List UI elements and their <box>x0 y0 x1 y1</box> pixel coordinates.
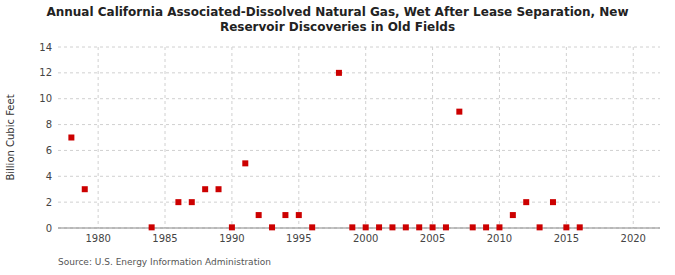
chart: Annual California Associated-Dissolved N… <box>0 0 675 275</box>
x-tick-label: 2010 <box>487 233 512 244</box>
point <box>229 224 235 230</box>
x-grid-line <box>499 47 500 228</box>
point <box>376 224 382 230</box>
y-grid-line <box>58 228 660 229</box>
point <box>483 224 489 230</box>
point <box>403 224 409 230</box>
title-line: Annual California Associated-Dissolved N… <box>46 5 628 19</box>
x-tick-label: 1980 <box>85 233 110 244</box>
point <box>336 70 342 76</box>
point <box>202 186 208 192</box>
y-grid-line <box>58 47 660 48</box>
point <box>456 109 462 115</box>
x-tick-label: 1990 <box>219 233 244 244</box>
x-tick-label: 1995 <box>286 233 311 244</box>
y-grid-line <box>58 176 660 177</box>
y-grid-line <box>58 98 660 99</box>
x-grid-line <box>231 47 232 228</box>
point <box>496 224 502 230</box>
x-tick-label: 2015 <box>554 233 579 244</box>
x-grid-line <box>432 47 433 228</box>
x-grid-line <box>98 47 99 228</box>
y-axis-label: Billion Cubic Feet <box>5 94 16 180</box>
y-tick-label: 0 <box>46 223 52 234</box>
point <box>537 224 543 230</box>
point <box>523 199 529 205</box>
page: {"chart_data": {"type": "scatter", "titl… <box>0 0 675 275</box>
point <box>68 135 74 141</box>
x-grid-line <box>365 47 366 228</box>
point <box>189 199 195 205</box>
y-grid-line <box>58 150 660 151</box>
y-tick-label: 12 <box>39 67 52 78</box>
point <box>563 224 569 230</box>
x-tick-label: 1985 <box>152 233 177 244</box>
x-tick-label: 2000 <box>353 233 378 244</box>
y-tick-label: 10 <box>39 93 52 104</box>
y-tick-label: 6 <box>46 145 52 156</box>
point <box>577 224 583 230</box>
points <box>68 70 582 230</box>
x-tick-label: 2020 <box>621 233 646 244</box>
x-grid-line <box>566 47 567 228</box>
point <box>296 212 302 218</box>
point <box>430 224 436 230</box>
point <box>216 186 222 192</box>
y-grid-line <box>58 72 660 73</box>
point <box>149 224 155 230</box>
point <box>269 224 275 230</box>
point <box>443 224 449 230</box>
point <box>282 212 288 218</box>
title-line: Reservoir Discoveries in Old Fields <box>220 20 455 34</box>
x-grid-line <box>165 47 166 228</box>
title: Annual California Associated-Dissolved N… <box>46 5 628 34</box>
y-tick-label: 8 <box>46 119 52 130</box>
point <box>256 212 262 218</box>
background <box>0 0 675 275</box>
point <box>416 224 422 230</box>
y-grid-line <box>58 124 660 125</box>
point <box>470 224 476 230</box>
y-tick-label: 4 <box>46 171 52 182</box>
y-tick-label: 14 <box>39 42 52 53</box>
x-grid-line <box>633 47 634 228</box>
point <box>349 224 355 230</box>
point <box>175 199 181 205</box>
x-axis-line <box>58 228 660 229</box>
x-tick-label: 2005 <box>420 233 445 244</box>
source-note: Source: U.S. Energy Information Administ… <box>58 257 271 267</box>
y-grid-line <box>58 202 660 203</box>
point <box>510 212 516 218</box>
point <box>389 224 395 230</box>
point <box>82 186 88 192</box>
point <box>550 199 556 205</box>
y-tick-label: 2 <box>46 197 52 208</box>
x-grid-line <box>298 47 299 228</box>
point <box>363 224 369 230</box>
grid <box>58 47 660 228</box>
point <box>309 224 315 230</box>
point <box>242 160 248 166</box>
